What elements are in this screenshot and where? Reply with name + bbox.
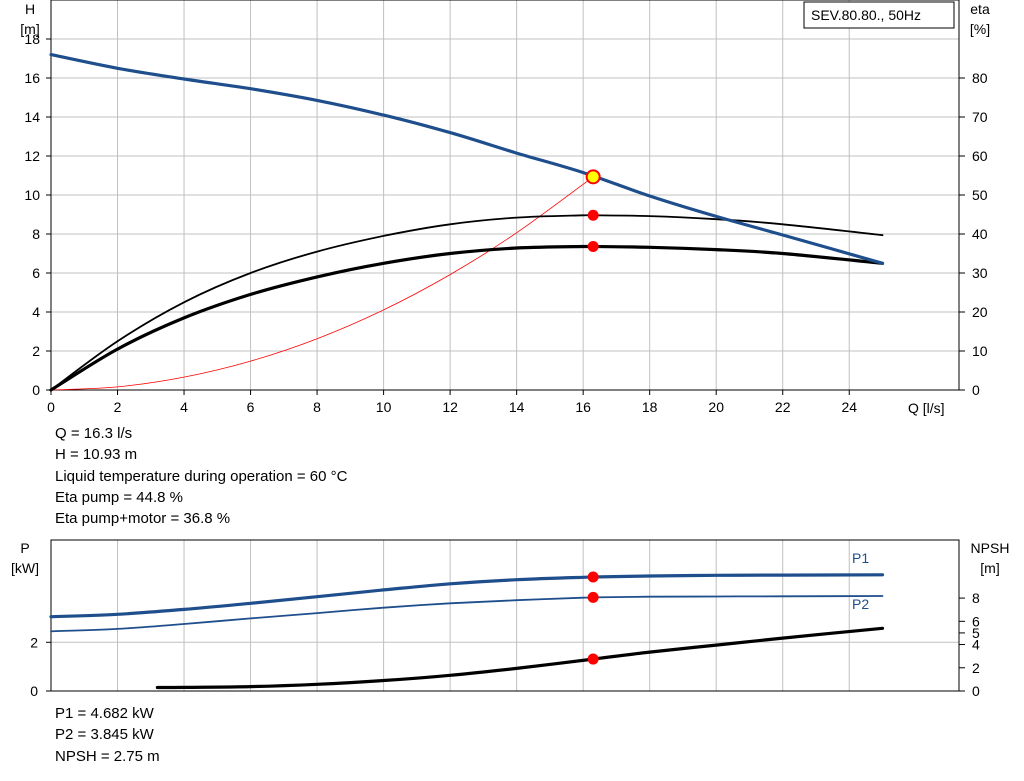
duty-point-eta bbox=[587, 209, 599, 221]
p-axis-label-2: [kW] bbox=[11, 560, 39, 576]
y-right-tick-label: 40 bbox=[972, 226, 988, 242]
info-npsh: NPSH = 2.75 m bbox=[55, 747, 160, 765]
y-left-tick-label: 18 bbox=[24, 31, 40, 47]
pump-curve-chart: 0 2 4 6 8 10 12 14 16 18 20 22 240246810121416180102… bbox=[11, 0, 1010, 699]
title-box-text: SEV.80.80., 50Hz bbox=[811, 7, 921, 23]
p-axis-label-1: P bbox=[20, 540, 29, 556]
head-chart-ticks: 0 2 4 6 8 10 12 14 16 18 20 22 240246810121416180102… bbox=[24, 31, 987, 415]
y-left-tick-label: 6 bbox=[32, 265, 40, 281]
info-p2: P2 = 3.845 kW bbox=[55, 726, 154, 744]
x-tick-label: 18 bbox=[642, 399, 658, 415]
y-left-label-2: [m] bbox=[20, 21, 39, 37]
duty-point-power bbox=[587, 653, 599, 665]
duty-point-power bbox=[587, 591, 599, 603]
head-curve bbox=[49, 53, 885, 265]
npsh-curve bbox=[155, 626, 885, 690]
y-right-tick-label: 50 bbox=[972, 187, 988, 203]
x-tick-label: 22 bbox=[775, 399, 791, 415]
y-left-tick-label: 10 bbox=[24, 187, 40, 203]
power-chart-grid bbox=[51, 540, 959, 691]
x-tick-label: 6 bbox=[247, 399, 255, 415]
x-tick-label: 10 bbox=[376, 399, 392, 415]
p2-curve bbox=[50, 595, 884, 633]
x-tick-label: 16 bbox=[575, 399, 591, 415]
y-right-tick-label: 20 bbox=[972, 304, 988, 320]
duty-info-top: Q = 16.3 l/s H = 10.93 m Liquid temperat… bbox=[55, 423, 347, 529]
x-tick-label: 2 bbox=[114, 399, 122, 415]
x-tick-label: 14 bbox=[509, 399, 525, 415]
npsh-axis-label-2: [m] bbox=[980, 560, 999, 576]
head-chart-series bbox=[49, 53, 885, 392]
y-right-label-1: eta bbox=[970, 1, 990, 17]
x-tick-label: 24 bbox=[841, 399, 857, 415]
eta-pump-motor-curve bbox=[49, 244, 885, 392]
x-tick-label: 8 bbox=[313, 399, 321, 415]
y-right-label-2: [%] bbox=[970, 21, 990, 37]
system-curve bbox=[50, 176, 594, 391]
info-liquid-temperature: Liquid temperature during operation = 60… bbox=[55, 467, 348, 485]
info-p1: P1 = 4.682 kW bbox=[55, 705, 154, 722]
x-tick-label: 0 bbox=[47, 399, 55, 415]
y-right-tick-label: 80 bbox=[972, 70, 988, 86]
duty-point-power bbox=[587, 571, 599, 583]
x-tick-label: 4 bbox=[180, 399, 188, 415]
y-right-tick-label: 70 bbox=[972, 109, 988, 125]
x-axis-label: Q [l/s] bbox=[908, 400, 945, 416]
head-chart-grid bbox=[51, 0, 959, 390]
y-right-tick-label: 0 bbox=[972, 382, 980, 398]
npsh-tick-label: 8 bbox=[972, 590, 980, 606]
power-chart-series bbox=[49, 571, 885, 690]
info-q: Q = 16.3 l/s bbox=[55, 425, 133, 442]
y-left-tick-label: 14 bbox=[24, 109, 40, 125]
info-eta-pump: Eta pump = 44.8 % bbox=[55, 488, 183, 506]
duty-info-bottom: P1 = 4.682 kW P2 = 3.845 kW NPSH = 2.75 … bbox=[55, 703, 160, 767]
p1-curve bbox=[49, 573, 885, 619]
power-chart-ticks: 0 2 0 2 456 8 bbox=[30, 590, 980, 699]
x-tick-label: 12 bbox=[442, 399, 458, 415]
npsh-tick-label: 5 bbox=[972, 625, 980, 641]
p1-curve-label: P1 bbox=[852, 550, 869, 566]
title-box bbox=[803, 1, 955, 29]
y-right-tick-label: 60 bbox=[972, 148, 988, 164]
y-left-tick-label: 2 bbox=[32, 343, 40, 359]
y-right-tick-label: 10 bbox=[972, 343, 988, 359]
y-left-tick-label: 12 bbox=[24, 148, 40, 164]
p-tick-label: 2 bbox=[30, 634, 38, 650]
duty-point-head bbox=[585, 169, 601, 185]
y-left-label-1: H bbox=[25, 1, 35, 17]
info-eta-pump-motor: Eta pump+motor = 36.8 % bbox=[55, 510, 231, 528]
npsh-tick-label: 0 bbox=[972, 683, 980, 699]
npsh-tick-label: 2 bbox=[972, 660, 980, 676]
npsh-axis-label-1: NPSH bbox=[971, 540, 1010, 556]
y-left-tick-label: 8 bbox=[32, 226, 40, 242]
npsh-tick-label: 6 bbox=[972, 613, 980, 629]
info-h: H = 10.93 m bbox=[55, 446, 138, 464]
y-left-tick-label: 16 bbox=[24, 70, 40, 86]
eta-pump-curve bbox=[50, 214, 884, 391]
p-tick-label: 0 bbox=[30, 683, 38, 699]
x-tick-label: 20 bbox=[708, 399, 724, 415]
p2-curve-label: P2 bbox=[852, 596, 869, 612]
y-right-tick-label: 30 bbox=[972, 265, 988, 281]
npsh-tick-label: 4 bbox=[972, 637, 980, 653]
y-left-tick-label: 0 bbox=[32, 382, 40, 398]
y-left-tick-label: 4 bbox=[32, 304, 40, 320]
duty-point-eta bbox=[587, 240, 599, 252]
